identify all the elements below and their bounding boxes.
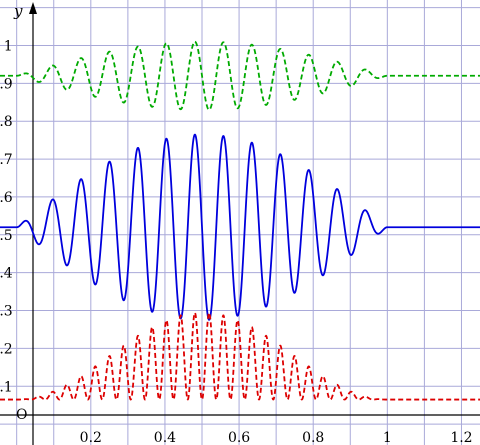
y-tick-label: 0.4: [0, 266, 13, 282]
origin-label: O: [16, 407, 27, 423]
y-tick-label: 0.7: [0, 152, 13, 168]
series-line-2: [0, 133, 480, 321]
series-line-3: [0, 311, 480, 401]
y-tick-label: 0.5: [0, 228, 13, 244]
x-tick-label: 0.2: [80, 430, 102, 445]
tick-labels: 0.2 0.4 0.6 0.8 1 1.2 0.1 0.2 0.3 0.4 0.5 0.6 0.7 0.8…: [0, 38, 473, 445]
series-group: [0, 40, 480, 401]
x-tick-label: 0.8: [302, 430, 324, 445]
y-axis-label: y: [13, 2, 23, 20]
y-tick-label: 0.8: [0, 114, 13, 130]
x-tick-label: 1.2: [450, 430, 472, 445]
y-tick-label: 0.6: [0, 190, 13, 206]
y-axis-arrow: [29, 2, 37, 14]
y-tick-label: 0.1: [0, 379, 13, 395]
y-tick-label: 0.3: [0, 304, 13, 320]
x-tick-label: 0.4: [154, 430, 176, 445]
y-tick-label: 0.2: [0, 341, 13, 357]
x-tick-label: 0.6: [228, 430, 250, 445]
x-tick-label: 1: [383, 430, 392, 445]
y-tick-label: 0.9: [0, 76, 13, 92]
y-tick-label: 1: [4, 38, 13, 54]
series-line-1: [0, 40, 480, 111]
